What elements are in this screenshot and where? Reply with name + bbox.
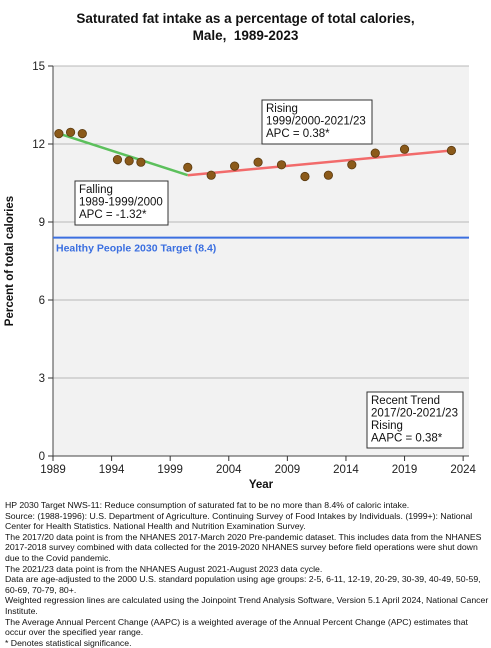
y-tick-label: 15 — [32, 61, 45, 73]
trend-line — [187, 149, 452, 177]
annotation-text: 1999/2000-2021/23 — [266, 116, 366, 128]
data-point — [136, 157, 146, 167]
data-point — [276, 160, 287, 170]
data-point — [253, 157, 263, 167]
footnotes: HP 2030 Target NWS-11: Reduce consumptio… — [5, 500, 489, 648]
footnote: The 2021/23 data point is from the NHANE… — [5, 563, 323, 574]
plot-area — [53, 66, 469, 456]
x-tick-label: 2019 — [392, 464, 418, 476]
footnote: The Average Annual Percent Change (AAPC)… — [5, 616, 468, 638]
annotation-text: APC = -1.32* — [79, 209, 147, 221]
data-point — [347, 160, 357, 170]
x-tick-label: 1989 — [40, 464, 66, 476]
target-label: Healthy People 2030 Target (8.4) — [56, 243, 216, 255]
annotation-box — [74, 180, 169, 226]
data-point — [230, 161, 240, 171]
footnote: * Denotes statistical significance. — [5, 637, 132, 648]
data-point — [54, 129, 64, 139]
annotation-text: 2017/20-2021/23 — [371, 408, 458, 420]
footnote: Data are age-adjusted to the 2000 U.S. s… — [5, 574, 481, 595]
data-point — [112, 155, 123, 165]
chart-title: Saturated fat intake as a percentage of … — [0, 10, 491, 44]
data-point — [124, 156, 134, 166]
y-tick-label: 9 — [39, 217, 45, 229]
annotation-box — [366, 391, 464, 449]
annotation-text: Rising — [371, 420, 403, 432]
chart-title-line-2: Male, 1989-2023 — [192, 28, 299, 43]
data-point — [446, 145, 457, 156]
x-tick-label: 2014 — [333, 464, 359, 476]
trend-line — [58, 132, 189, 177]
x-tick-label: 2004 — [216, 464, 242, 476]
data-point — [206, 170, 216, 180]
x-tick-label: 2009 — [275, 464, 301, 476]
y-tick-label: 3 — [39, 373, 45, 385]
y-axis-title: Percent of total calories — [4, 196, 16, 326]
annotation-text: AAPC = 0.38* — [371, 433, 443, 445]
data-point — [399, 144, 410, 154]
x-tick-label: 1999 — [157, 464, 183, 476]
data-point — [370, 148, 380, 158]
footnote: The 2017/20 data point is from the NHANE… — [5, 531, 482, 563]
y-tick-label: 12 — [32, 139, 45, 151]
annotation-text: 1989-1999/2000 — [79, 197, 163, 209]
annotation-text: Recent Trend — [371, 395, 440, 407]
annotation-text: APC = 0.38* — [266, 128, 330, 140]
x-tick-label: 1994 — [99, 464, 125, 476]
data-point — [65, 127, 76, 137]
footnote: Weighted regression lines are calculated… — [5, 595, 489, 616]
annotation-box — [261, 99, 373, 145]
y-tick-label: 6 — [39, 295, 45, 307]
data-point — [77, 129, 87, 139]
data-point — [300, 171, 310, 182]
footnote: Source: (1988-1996): U.S. Department of … — [5, 510, 473, 532]
data-point — [323, 170, 333, 180]
annotation-text: Rising — [266, 103, 298, 115]
chart-title-line-1: Saturated fat intake as a percentage of … — [76, 11, 415, 26]
data-point — [183, 162, 193, 172]
x-tick-label: 2024 — [450, 464, 476, 476]
y-tick-label: 0 — [39, 451, 45, 463]
chart-svg: 0 3 6 9 12 15 1989 1994 1999 2004 2009 2014 2019 2024… — [4, 61, 477, 491]
x-axis-title: Year — [249, 479, 274, 491]
footnote: HP 2030 Target NWS-11: Reduce consumptio… — [5, 500, 410, 510]
annotation-text: Falling — [79, 184, 113, 196]
